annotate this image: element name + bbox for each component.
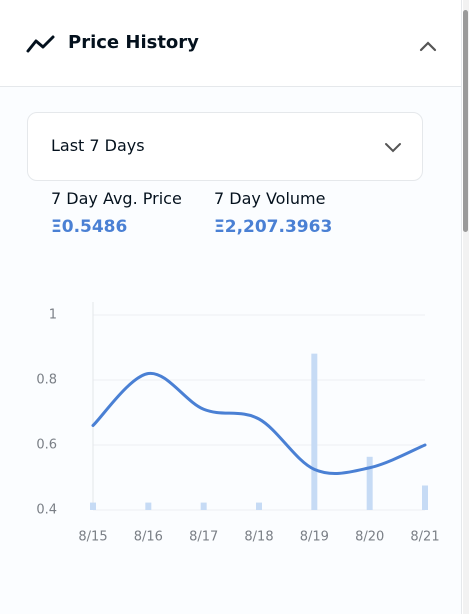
dropdown-chevron bbox=[385, 143, 401, 153]
stat-label: 7 Day Volume bbox=[214, 189, 326, 208]
scrollbar-track bbox=[463, 0, 469, 614]
x-tick-label: 8/19 bbox=[300, 530, 329, 545]
trend-icon bbox=[26, 35, 55, 53]
stat-label: 7 Day Avg. Price bbox=[51, 189, 182, 208]
volume-bar bbox=[366, 456, 373, 510]
dropdown-value: Last 7 Days bbox=[51, 136, 145, 155]
header-icons bbox=[26, 35, 437, 53]
volume-bar bbox=[200, 502, 207, 510]
x-tick-label: 8/16 bbox=[134, 530, 163, 545]
volume-bar bbox=[256, 502, 262, 510]
stat-value: Ξ2,207.3963 bbox=[214, 217, 333, 237]
volume-bar bbox=[145, 502, 152, 510]
price-line bbox=[91, 371, 427, 476]
y-tick-label: 0.4 bbox=[36, 503, 57, 518]
y-tick-label: 1 bbox=[49, 308, 57, 323]
collapse-chevron[interactable] bbox=[419, 41, 437, 52]
volume-bar bbox=[311, 353, 318, 510]
volume-bar bbox=[422, 485, 428, 510]
volume-bar bbox=[90, 502, 96, 510]
x-tick-label: 8/20 bbox=[355, 530, 384, 545]
panel-title: Price History bbox=[68, 32, 199, 53]
scrollbar-thumb[interactable] bbox=[463, 10, 468, 232]
period-dropdown[interactable]: Last 7 Days bbox=[27, 112, 423, 181]
y-tick-label: 0.6 bbox=[36, 438, 57, 453]
stat-value: Ξ0.5486 bbox=[51, 217, 128, 237]
x-tick-label: 8/17 bbox=[189, 530, 218, 545]
y-tick-label: 0.8 bbox=[36, 373, 57, 388]
x-tick-label: 8/15 bbox=[78, 530, 107, 545]
x-tick-label: 8/18 bbox=[244, 530, 273, 545]
panel-header[interactable]: Price History bbox=[0, 0, 461, 87]
x-tick-label: 8/21 bbox=[410, 530, 439, 545]
